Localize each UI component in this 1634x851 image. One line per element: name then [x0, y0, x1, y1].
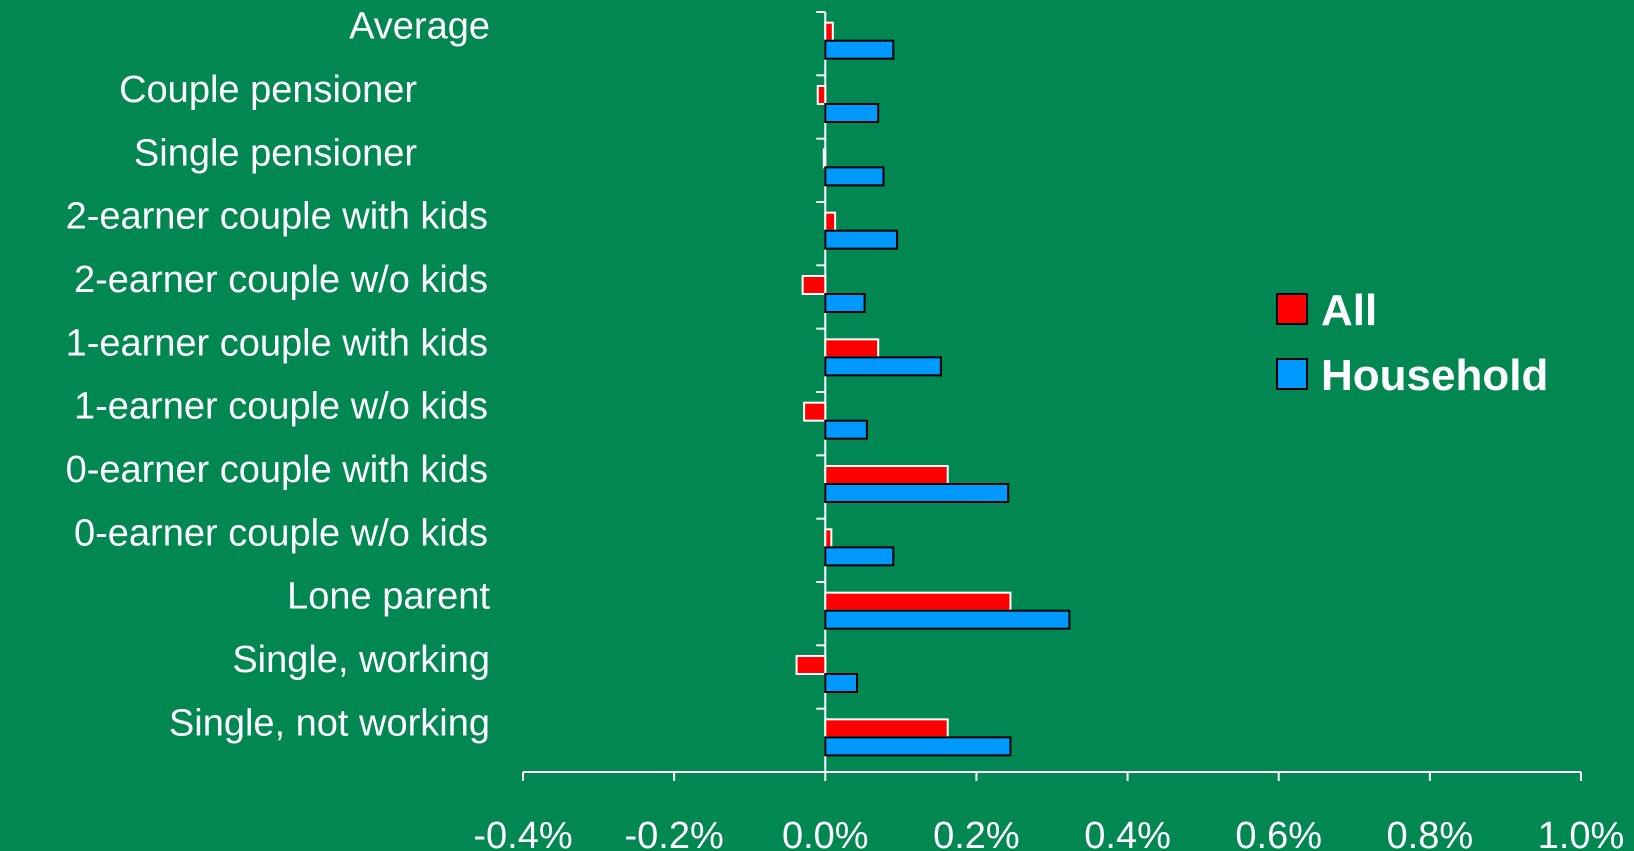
category-label: Single, not working [169, 702, 490, 744]
category-label: 1-earner couple with kids [66, 322, 488, 364]
category-label: 2-earner couple with kids [66, 196, 488, 238]
bar-all [801, 275, 827, 295]
x-tick-label: -0.4% [473, 815, 572, 851]
bar-all [824, 718, 949, 739]
bar-household [824, 483, 1010, 503]
legend-label: Household [1321, 351, 1548, 400]
bar-household [824, 419, 868, 440]
bars [795, 21, 1071, 757]
legend: All Household [1276, 286, 1548, 400]
x-tick-label: 0.8% [1387, 815, 1474, 851]
bar-all [824, 338, 880, 359]
legend-label: All [1321, 286, 1377, 335]
bar-household [824, 673, 859, 693]
bar-all [822, 148, 827, 169]
x-tick-labels: -0.4% -0.2% 0.0% 0.2% 0.4% 0.6% 0.8% 1.0% [473, 815, 1624, 851]
bar-household [824, 103, 880, 123]
bar-household [824, 229, 899, 250]
legend-swatch [1276, 293, 1308, 325]
x-tick-label: 0.4% [1084, 815, 1171, 851]
bar-household [824, 546, 895, 567]
bar-all [824, 21, 834, 42]
bar-all [824, 528, 833, 549]
x-tick-label: -0.2% [625, 815, 724, 851]
category-label: Single pensioner [134, 132, 417, 174]
category-label: Lone parent [287, 576, 490, 618]
category-label: Single, working [232, 639, 490, 681]
axes [522, 11, 1582, 781]
category-label: Couple pensioner [119, 69, 417, 111]
bar-household [824, 293, 866, 313]
category-label: Average [349, 6, 490, 48]
category-label: 1-earner couple w/o kids [74, 386, 488, 428]
x-tick-label: 0.2% [933, 815, 1020, 851]
bar-all [803, 401, 827, 422]
category-label: 0-earner couple w/o kids [74, 512, 488, 554]
bar-all [824, 211, 837, 232]
bar-household [824, 39, 895, 60]
x-tick-label: 0.6% [1235, 815, 1322, 851]
legend-swatch [1276, 358, 1308, 390]
bar-all [824, 591, 1012, 612]
bar-household [824, 166, 885, 187]
bar-all [824, 465, 949, 485]
x-tick-label: 1.0% [1538, 815, 1625, 851]
x-tick-label: 0.0% [782, 815, 869, 851]
category-label: 0-earner couple with kids [66, 449, 488, 491]
bar-household [824, 609, 1071, 630]
bar-all [816, 85, 827, 105]
bar-household [824, 736, 1012, 757]
category-labels: Average Couple pensioner Single pensioner 2… [66, 6, 491, 745]
category-label: 2-earner couple w/o kids [74, 259, 488, 301]
bar-household [824, 356, 942, 377]
bar-all [795, 655, 827, 675]
